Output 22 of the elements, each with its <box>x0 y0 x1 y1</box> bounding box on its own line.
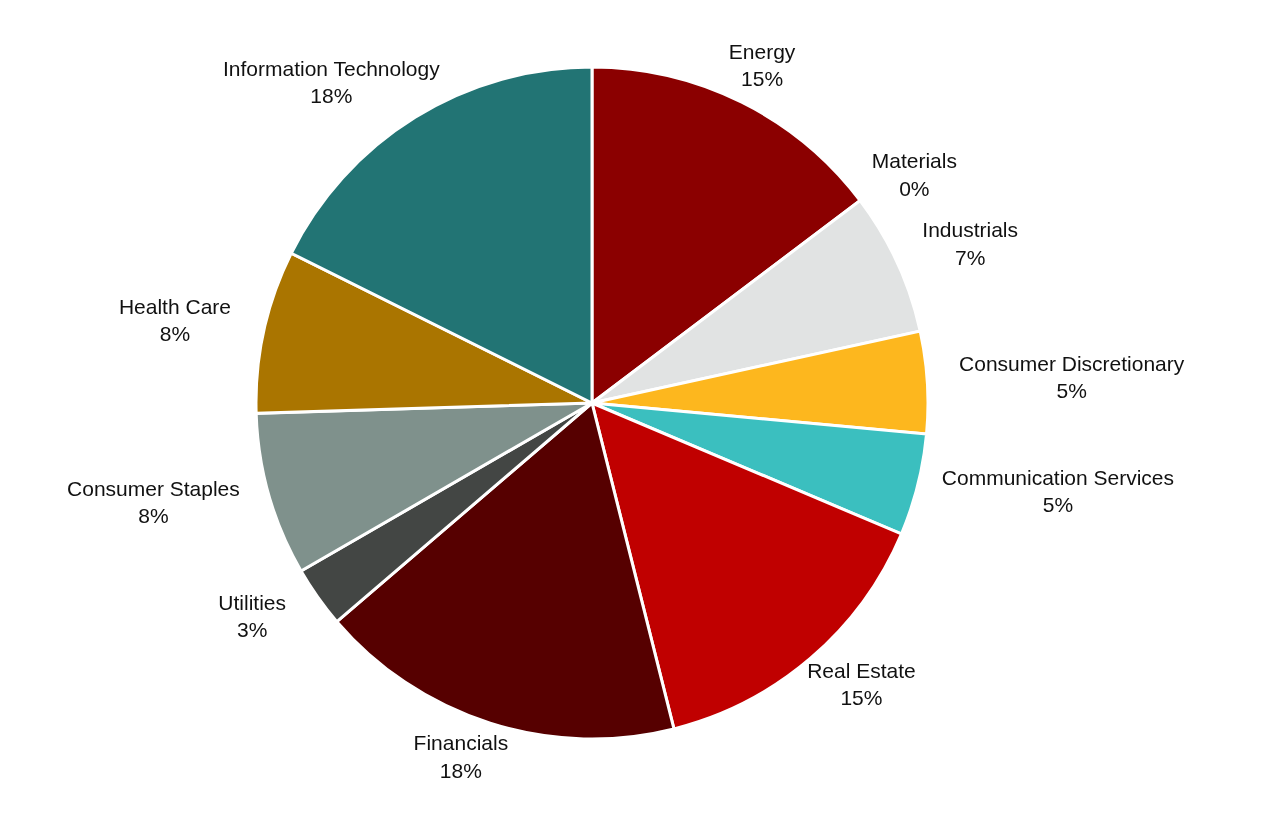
data-label: 8% <box>138 504 169 528</box>
slice-label: Consumer Staples <box>67 477 240 501</box>
data-label: 5% <box>1042 493 1074 517</box>
data-label: 8% <box>159 322 191 346</box>
slice-label: Energy <box>728 40 796 64</box>
data-label: 5% <box>1056 379 1087 403</box>
data-label: 15% <box>840 686 883 710</box>
slice-label: Utilities <box>218 590 287 614</box>
slice-label: Financials <box>413 731 509 755</box>
data-label: 18% <box>439 758 482 782</box>
slice-label: Industrials <box>922 218 1019 242</box>
data-label: 7% <box>955 245 986 269</box>
slice-label: Health Care <box>118 294 231 318</box>
slice-label: Information Technology <box>222 56 441 80</box>
data-label: 3% <box>237 618 268 642</box>
category-label: Materials <box>871 149 957 173</box>
slice-label: Communication Services <box>941 466 1175 490</box>
slice-label: Real Estate <box>807 658 916 682</box>
data-label: 15% <box>741 67 784 91</box>
data-label: 18% <box>310 84 353 108</box>
text: 0% <box>899 176 930 200</box>
slice-label: Consumer Discretionary <box>959 351 1185 375</box>
